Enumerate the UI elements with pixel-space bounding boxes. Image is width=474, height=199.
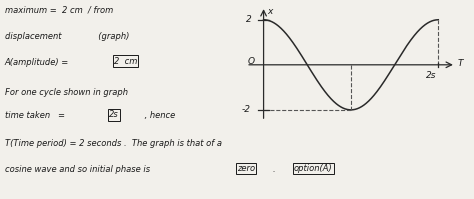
Text: option(A): option(A) (294, 164, 333, 173)
Text: 2s: 2s (426, 71, 437, 80)
Text: , hence: , hence (142, 111, 175, 120)
Text: zero: zero (237, 164, 255, 173)
Text: 2s: 2s (109, 110, 119, 119)
Text: For one cycle shown in graph: For one cycle shown in graph (5, 88, 128, 97)
Text: -2: -2 (242, 105, 251, 114)
Text: x: x (267, 7, 273, 16)
Text: T: T (457, 59, 463, 67)
Text: time taken   =: time taken = (5, 111, 67, 120)
Text: 2  cm: 2 cm (114, 57, 137, 66)
Text: maximum =  2 cm  / from: maximum = 2 cm / from (5, 6, 113, 15)
Text: O: O (248, 57, 255, 66)
Text: displacement              (graph): displacement (graph) (5, 32, 129, 41)
Text: A(amplitude) =: A(amplitude) = (5, 58, 69, 67)
Text: T(Time period) = 2 seconds .  The graph is that of a: T(Time period) = 2 seconds . The graph i… (5, 139, 222, 148)
Text: .: . (273, 165, 283, 174)
Text: cosine wave and so initial phase is: cosine wave and so initial phase is (5, 165, 153, 174)
Text: 2: 2 (246, 15, 252, 24)
